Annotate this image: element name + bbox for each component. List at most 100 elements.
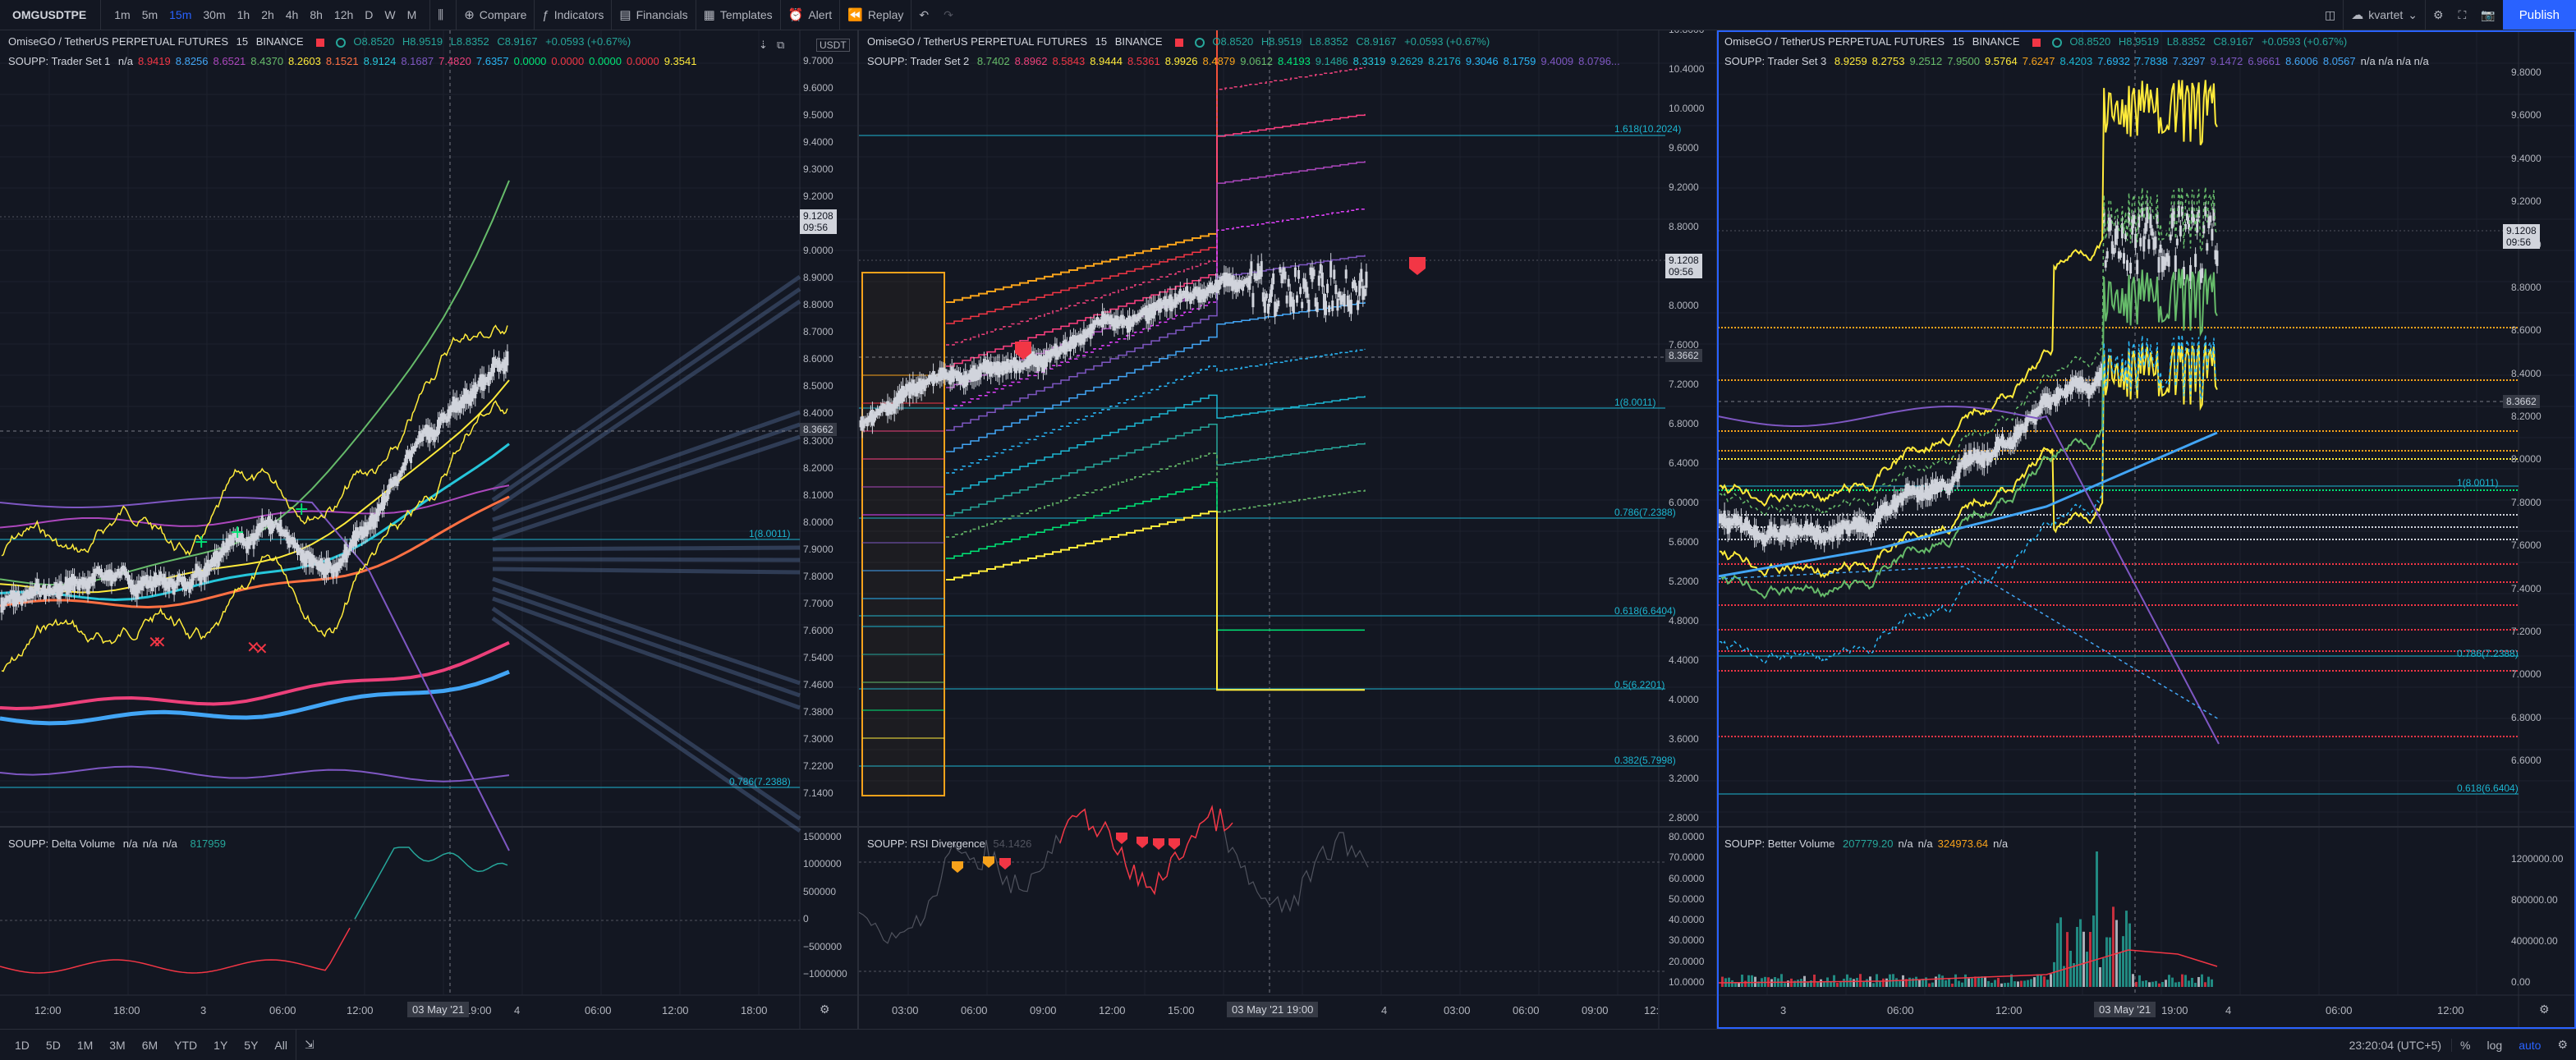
alert-button[interactable]: ⏰ Alert [779,0,839,30]
candle-body [1243,279,1247,285]
scale-settings-icon[interactable]: ⚙ [2557,1038,2568,1051]
interval-15m[interactable]: 15m [169,8,192,21]
percent-toggle[interactable]: % [2451,1038,2478,1052]
sub-indicator-name[interactable]: SOUPP: RSI Divergence [867,837,985,850]
indicator-name[interactable]: SOUPP: Trader Set 1 [8,55,111,67]
snapshot-button[interactable]: 📷 [2473,0,2502,30]
price-axis-label: 7.5400 [803,651,833,663]
indicator-name[interactable]: SOUPP: Trader Set 2 [867,55,970,67]
pane3-indicator-legend[interactable]: SOUPP: Trader Set 3 8.9259 8.2753 9.2512 7.… [1724,55,2439,67]
pane-divider[interactable] [857,30,859,1029]
symbol-label[interactable]: OMGUSDTPE [12,8,87,21]
chart-canvas-2[interactable] [859,30,1716,1029]
clock[interactable]: 23:20:04 (UTC+5) [2349,1038,2442,1052]
candle-body [81,576,85,590]
compare-button[interactable]: ⊕ Compare [456,0,534,30]
settings-button[interactable]: ⚙ [2424,0,2451,30]
price-axis-label: 6.6000 [2511,755,2542,766]
settings-gear-icon[interactable]: ⚙ [820,1003,830,1016]
candle-body [479,374,482,388]
candle-body [1963,455,1966,470]
redo-button[interactable]: ↷ [936,0,961,30]
templates-button[interactable]: ▦ Templates [695,0,780,30]
candle-body [1349,300,1352,314]
pane1-indicator-legend[interactable]: SOUPP: Trader Set 1 n/a 8.9419 8.8256 8.652… [8,55,706,67]
replay-button[interactable]: ⏪ Replay [839,0,911,30]
interval-D[interactable]: D [365,8,374,21]
candle-body [1941,479,1945,487]
publish-button[interactable]: Publish [2502,0,2576,30]
candle-body [2141,208,2144,217]
currency-unit[interactable]: USDT [816,39,850,52]
interval-5m[interactable]: 5m [141,8,158,21]
candle-body [1089,324,1092,339]
interval-12h[interactable]: 12h [333,8,354,21]
interval-4h[interactable]: 4h [285,8,299,21]
candle-body [1320,272,1324,287]
sub-indicator-name[interactable]: SOUPP: Better Volume [1724,837,1835,850]
candle-body [494,358,498,365]
chart-pane-2[interactable]: OmiseGO / TetherUS PERPETUAL FUTURES 15 … [859,30,1716,1029]
interval-1m[interactable]: 1m [114,8,131,21]
sub-indicator-values: n/a n/a n/a [123,837,182,850]
interval-M[interactable]: M [406,8,417,21]
interval-1h[interactable]: 1h [236,8,250,21]
signal-marker [1015,342,1031,360]
chart-pane-3[interactable]: OmiseGO / TetherUS PERPETUAL FUTURES 15 … [1718,30,2576,1029]
flag-icon[interactable] [316,38,325,47]
range-6M[interactable]: 6M [141,1038,158,1052]
volume-bar [2102,958,2105,987]
range-1M[interactable]: 1M [76,1038,94,1052]
indicator-value: n/a [1917,837,1933,850]
layout-name-button[interactable]: ☁ kvartet ⌄ [2343,0,2425,30]
candle-body [1219,277,1223,285]
goto-date-button[interactable]: ⇲ [295,1030,323,1060]
price-axis-label: 0.00 [2511,976,2531,988]
log-toggle[interactable]: log [2486,1038,2503,1052]
candle-body [1191,293,1194,301]
volume-bar [1931,982,1934,987]
interval-W[interactable]: W [384,8,396,21]
pane2-indicator-legend[interactable]: SOUPP: Trader Set 2 8.7402 8.8962 8.5843 8.… [867,55,1630,67]
chart-canvas-1[interactable]: ✕ ✕✕ ✕+ ++ [0,30,857,1029]
candle-body [1763,535,1766,547]
range-YTD[interactable]: YTD [174,1038,198,1052]
candle-body [159,571,163,581]
flag-icon[interactable] [1175,38,1184,47]
range-1Y[interactable]: 1Y [214,1038,228,1052]
maximize-icon[interactable]: ⧉ [777,39,785,51]
settings-gear-icon[interactable]: ⚙ [2539,1003,2550,1016]
time-axis-label: 19:00 [2161,1004,2188,1016]
auto-toggle[interactable]: auto [2519,1038,2542,1052]
indicator-name[interactable]: SOUPP: Trader Set 3 [1724,55,1827,67]
pane1-sub-legend[interactable]: SOUPP: Delta Volume n/a n/a n/a 817959 [8,837,231,850]
range-5Y[interactable]: 5Y [244,1038,259,1052]
indicators-button[interactable]: ƒ Indicators [534,0,611,30]
sub-indicator-name[interactable]: SOUPP: Delta Volume [8,837,116,850]
candle-body [2008,438,2011,449]
symbol-search[interactable]: OMGUSDTPE [0,0,100,30]
pane3-sub-legend[interactable]: SOUPP: Better Volume 207779.20 n/a n/a 3249… [1724,837,2018,850]
interval-2h[interactable]: 2h [261,8,274,21]
candle-body [1885,502,1888,516]
undo-button[interactable]: ↶ [911,0,936,30]
arrow-down-icon[interactable]: ⇣ [759,39,768,51]
fullscreen-button[interactable]: ⛶ [2451,0,2474,30]
layout-button[interactable]: ◫ [2317,0,2343,30]
pane3-header: OmiseGO / TetherUS PERPETUAL FUTURES 15 … [1724,35,2352,48]
financials-button[interactable]: ▤ Financials [611,0,695,30]
candle-body [416,438,420,445]
chart-canvas-3[interactable] [1718,30,2576,1029]
volume-bar [1984,976,1986,987]
range-All[interactable]: All [274,1038,287,1052]
pane2-sub-legend[interactable]: SOUPP: RSI Divergence 54.1426 [867,837,1036,850]
range-5D[interactable]: 5D [45,1038,61,1052]
range-1D[interactable]: 1D [15,1038,30,1052]
flag-icon[interactable] [2032,38,2041,47]
range-3M[interactable]: 3M [109,1038,126,1052]
candle-body [294,542,297,549]
chart-pane-1[interactable]: ✕ ✕ ✕ ✕ + + + OmiseGO / TetherUS PERPETUAL FUT… [0,30,857,1029]
interval-8h[interactable]: 8h [310,8,323,21]
interval-30m[interactable]: 30m [203,8,226,21]
chart-type-button[interactable]: ⫼ [429,0,456,30]
